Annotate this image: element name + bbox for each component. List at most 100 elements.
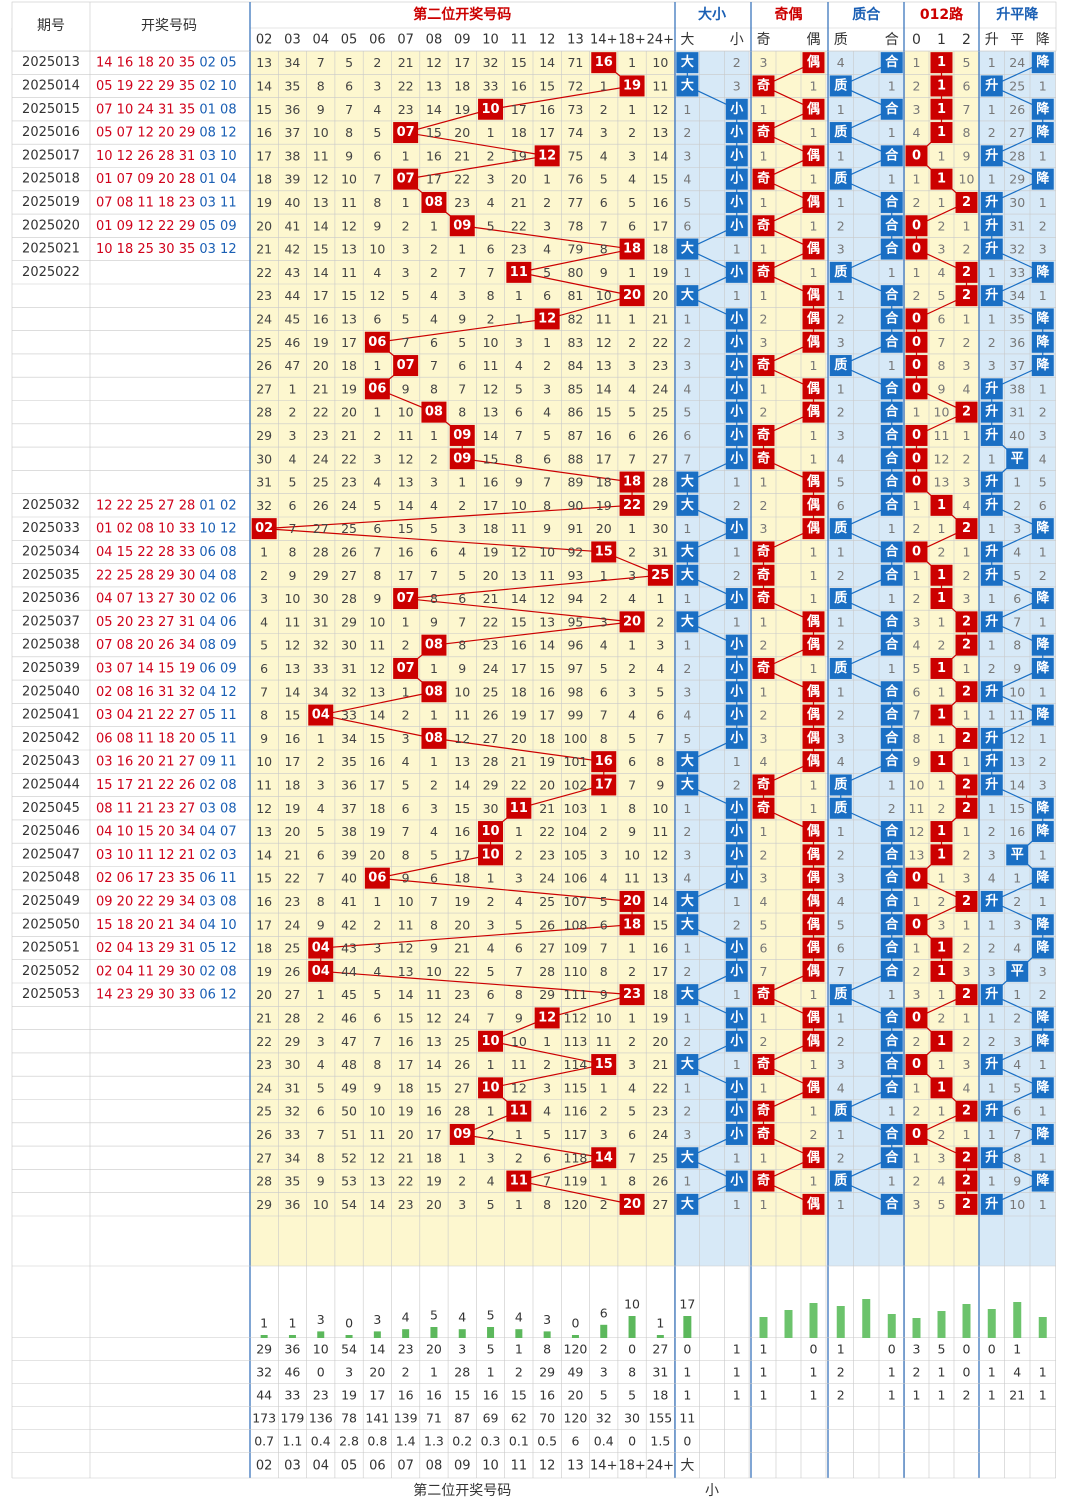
omission-cell: 17 xyxy=(398,1057,414,1072)
omission-cell: 4 xyxy=(317,801,325,816)
parity-ball xyxy=(752,774,775,796)
parity-label: 奇 xyxy=(757,1173,770,1189)
prime-omission: 1 xyxy=(888,125,896,140)
trend-ball xyxy=(980,471,1003,493)
parity-label: 奇 xyxy=(757,800,770,816)
omission-cell: 17 xyxy=(454,847,470,862)
omission-cell: 72 xyxy=(567,78,583,93)
omission-cell: 6 xyxy=(543,288,551,303)
omission-cell: 15 xyxy=(652,917,668,932)
mod-label: 0 xyxy=(912,242,921,257)
omission-cell: 3 xyxy=(600,614,608,629)
omission-cell: 22 xyxy=(313,405,329,420)
parity-ball xyxy=(752,1170,775,1192)
omission-cell: 1 xyxy=(628,55,636,70)
omission-cell: 9 xyxy=(458,661,466,676)
stat-avg: 20 xyxy=(369,1365,385,1380)
parity-ball xyxy=(802,960,825,982)
omission-cell: 7 xyxy=(656,731,664,746)
omission-cell: 14 xyxy=(652,148,668,163)
omission-cell: 3 xyxy=(402,731,410,746)
mod-ball xyxy=(930,937,953,959)
side-stat: 1 xyxy=(988,1365,996,1380)
mod-omission: 2 xyxy=(913,1174,921,1189)
stat-lag: 173 xyxy=(252,1411,276,1426)
omission-cell: 9 xyxy=(458,311,466,326)
omission-cell: 2 xyxy=(402,638,410,653)
omission-cell: 38 xyxy=(341,824,357,839)
side-stat: 1 xyxy=(1039,1388,1047,1403)
omission-cell: 8 xyxy=(515,987,523,1002)
omission-cell: 10 xyxy=(313,1197,329,1212)
appear-bar xyxy=(402,1329,410,1338)
mod-omission: 3 xyxy=(963,358,971,373)
prime-label: 合 xyxy=(885,54,899,70)
size-omission: 3 xyxy=(733,78,741,93)
parity-omission: 4 xyxy=(760,894,768,909)
omission-cell: 23 xyxy=(511,242,527,257)
omission-cell: 8 xyxy=(317,894,325,909)
footer-col-label: 10 xyxy=(482,1459,499,1474)
prime-omission: 3 xyxy=(837,242,845,257)
omission-cell: 5 xyxy=(430,521,438,536)
parity-label: 偶 xyxy=(807,1009,820,1025)
size-omission: 2 xyxy=(683,1034,691,1049)
size-label: 大 xyxy=(681,613,694,629)
mod-ball xyxy=(905,1054,928,1076)
omission-cell: 7 xyxy=(402,335,410,350)
omission-cell: 3 xyxy=(458,288,466,303)
trend-omission: 1 xyxy=(988,801,996,816)
mod-omission: 3 xyxy=(963,591,971,606)
omission-cell: 2 xyxy=(656,614,664,629)
trend-omission: 1 xyxy=(1039,614,1047,629)
mod-ball xyxy=(930,821,953,843)
omission-cell: 54 xyxy=(341,1197,357,1212)
trend-ball xyxy=(980,1100,1003,1122)
omission-cell: 15 xyxy=(539,78,555,93)
parity-omission: 3 xyxy=(760,871,768,886)
trend-ball xyxy=(980,191,1003,213)
draw-cell: 03 07 14 15 19 06 09 xyxy=(96,661,237,676)
size-omission: 1 xyxy=(733,1197,741,1212)
trend-omission: 36 xyxy=(1009,335,1025,350)
mod-omission: 4 xyxy=(963,381,971,396)
parity-ball xyxy=(802,634,825,656)
omission-cell: 89 xyxy=(567,475,583,490)
trend-label: 降 xyxy=(1036,1126,1050,1142)
hit-ball xyxy=(421,634,447,656)
omission-cell: 9 xyxy=(656,777,664,792)
mod-ball xyxy=(955,1147,978,1169)
parity-ball xyxy=(802,191,825,213)
side-stat: 4 xyxy=(1013,1365,1021,1380)
hit-ball xyxy=(534,308,560,330)
omission-cell: 16 xyxy=(256,125,272,140)
size-omission: 1 xyxy=(683,311,691,326)
mod-label: 0 xyxy=(912,311,921,326)
omission-cell: 86 xyxy=(567,405,583,420)
parity-omission: 1 xyxy=(760,1080,768,1095)
size-ball xyxy=(725,98,748,120)
appear-count: 3 xyxy=(317,1312,325,1327)
trend-omission: 1 xyxy=(1039,847,1047,862)
parity-ball xyxy=(802,401,825,423)
omission-cell: 3 xyxy=(543,1080,551,1095)
omission-cell: 29 xyxy=(256,1197,272,1212)
stat-omit: 120 xyxy=(564,1342,588,1357)
omission-cell: 6 xyxy=(487,242,495,257)
hit-number: 07 xyxy=(397,661,415,676)
mod-ball xyxy=(930,52,953,74)
trend-omission: 3 xyxy=(1039,428,1047,443)
omission-cell: 1 xyxy=(600,78,608,93)
trend-omission: 2 xyxy=(988,824,996,839)
omission-cell: 29 xyxy=(341,614,357,629)
trend-omission: 2 xyxy=(1013,498,1021,513)
prime-ball xyxy=(829,261,852,283)
appear-bar xyxy=(260,1335,268,1338)
mod-omission: 2 xyxy=(938,1127,946,1142)
trend-omission: 15 xyxy=(1009,801,1025,816)
trend-omission: 30 xyxy=(1009,195,1025,210)
omission-cell: 3 xyxy=(260,591,268,606)
omission-cell: 5 xyxy=(600,661,608,676)
side-stat: 0 xyxy=(683,1434,691,1449)
omission-cell: 7 xyxy=(345,102,353,117)
